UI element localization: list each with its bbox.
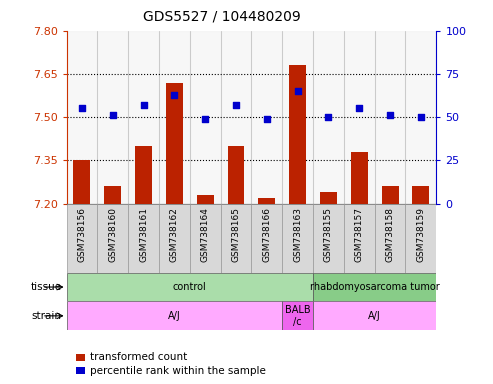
Bar	[413, 186, 429, 204]
Bar	[190, 31, 221, 204]
Bar	[221, 31, 251, 204]
Bar	[98, 31, 128, 204]
Point	[140, 102, 147, 108]
Text: A/J: A/J	[168, 311, 181, 321]
Text: GSM738161: GSM738161	[139, 207, 148, 262]
Point	[417, 114, 425, 120]
Bar	[313, 301, 436, 330]
Text: strain: strain	[32, 311, 62, 321]
Text: GSM738166: GSM738166	[262, 207, 271, 262]
Text: GSM738165: GSM738165	[232, 207, 241, 262]
Bar	[67, 31, 98, 204]
Bar	[135, 146, 152, 204]
Text: GSM738156: GSM738156	[77, 207, 86, 262]
Bar	[282, 204, 313, 273]
Text: control: control	[173, 282, 207, 292]
Bar	[190, 204, 221, 273]
Text: A/J: A/J	[368, 311, 381, 321]
Bar	[159, 31, 190, 204]
Text: GSM738155: GSM738155	[324, 207, 333, 262]
Point	[171, 91, 178, 98]
Bar	[344, 31, 375, 204]
Point	[294, 88, 302, 94]
Bar	[375, 204, 405, 273]
Bar	[67, 301, 282, 330]
Bar	[375, 31, 405, 204]
Bar	[159, 204, 190, 273]
Bar	[282, 31, 313, 204]
Text: percentile rank within the sample: percentile rank within the sample	[90, 366, 266, 376]
Text: rhabdomyosarcoma tumor: rhabdomyosarcoma tumor	[310, 282, 440, 292]
Text: GSM738162: GSM738162	[170, 207, 179, 262]
Bar	[289, 65, 306, 204]
Bar	[320, 192, 337, 204]
Bar	[405, 204, 436, 273]
Bar	[258, 198, 275, 204]
Text: tissue: tissue	[31, 282, 62, 292]
Point	[263, 116, 271, 122]
Text: GSM738159: GSM738159	[417, 207, 425, 262]
Bar	[313, 31, 344, 204]
Bar	[351, 152, 368, 204]
Bar	[282, 301, 313, 330]
Bar	[251, 31, 282, 204]
Bar	[382, 186, 398, 204]
Bar	[128, 204, 159, 273]
Bar	[128, 31, 159, 204]
Text: BALB
/c: BALB /c	[285, 305, 311, 327]
Point	[355, 106, 363, 112]
Bar	[67, 204, 98, 273]
Bar	[344, 204, 375, 273]
Text: GSM738160: GSM738160	[108, 207, 117, 262]
Bar	[313, 273, 436, 301]
Text: transformed count: transformed count	[90, 352, 187, 362]
Bar	[197, 195, 213, 204]
Point	[109, 112, 117, 118]
Text: GSM738164: GSM738164	[201, 207, 210, 262]
Bar	[228, 146, 245, 204]
Text: GSM738158: GSM738158	[386, 207, 394, 262]
Bar	[73, 161, 90, 204]
Bar	[98, 204, 128, 273]
Bar	[166, 83, 183, 204]
Point	[386, 112, 394, 118]
Point	[201, 116, 209, 122]
Bar	[105, 186, 121, 204]
Bar	[251, 204, 282, 273]
Point	[324, 114, 332, 120]
Bar	[221, 204, 251, 273]
Bar	[313, 204, 344, 273]
Bar	[405, 31, 436, 204]
Text: GDS5527 / 104480209: GDS5527 / 104480209	[143, 10, 301, 23]
Point	[78, 106, 86, 112]
Point	[232, 102, 240, 108]
Text: GSM738163: GSM738163	[293, 207, 302, 262]
Text: GSM738157: GSM738157	[355, 207, 364, 262]
Bar	[67, 273, 313, 301]
